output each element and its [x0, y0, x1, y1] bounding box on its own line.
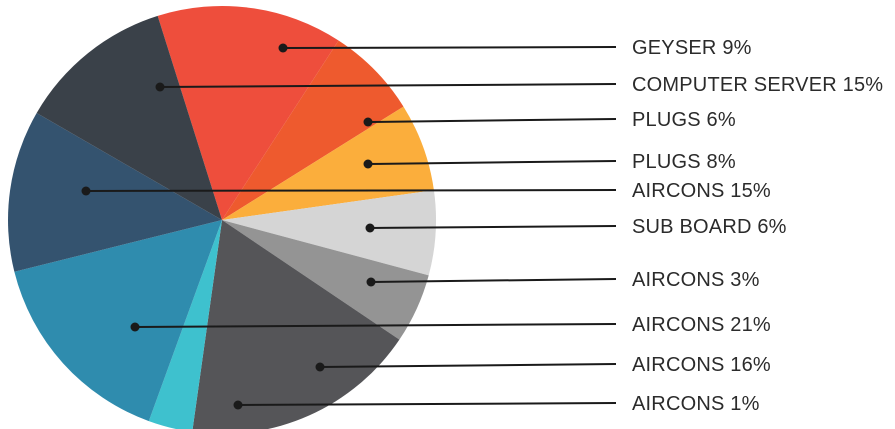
legend-label-aircons-15pct-4: AIRCONS 15% [632, 180, 771, 202]
pie-slice-aircons-15pct-8 [8, 113, 223, 272]
pie-slice-computer-server-15pct-9 [36, 15, 222, 221]
leader-line-0 [282, 46, 617, 49]
leader-dot-4 [366, 277, 376, 287]
legend-label-aircons-1pct-9: AIRCONS 1% [632, 393, 760, 415]
pie-slice-plugs-8pct-2 [222, 106, 434, 220]
legend-label-plugs-6pct-2: PLUGS 6% [632, 109, 736, 131]
pie-slices [8, 5, 437, 429]
legend-label-aircons-21pct-7: AIRCONS 21% [632, 314, 771, 336]
leader-line-4 [370, 278, 617, 283]
leader-line-3 [369, 225, 617, 229]
leader-line-5 [319, 363, 617, 368]
pie-slice-aircons-16pct-5 [192, 220, 400, 429]
legend-label-computer-server-15pct-1: COMPUTER SERVER 15% [632, 74, 883, 96]
leader-line-1 [367, 118, 617, 123]
pie-slice-aircons-1pct-6 [148, 220, 222, 429]
leader-line-2 [367, 160, 617, 165]
pie-slice-aircons-3pct-4 [222, 220, 429, 340]
leader-dot-8 [81, 186, 91, 196]
leader-dot-1 [363, 117, 373, 127]
pie-slice-sub-board-6pct-3 [222, 190, 437, 276]
leader-line-9 [159, 83, 617, 88]
legend-label-plugs-8pct-3: PLUGS 8% [632, 151, 736, 173]
leader-line-7 [134, 323, 617, 328]
leader-line-8 [85, 189, 617, 192]
pie-slice-geyser-9pct-0 [157, 5, 339, 220]
leader-lines [81, 43, 617, 410]
leader-dot-5 [315, 362, 325, 372]
leader-dot-7 [130, 322, 140, 332]
leader-dot-0 [278, 43, 288, 53]
leader-dot-2 [363, 159, 373, 169]
leader-dot-9 [155, 82, 165, 92]
legend-label-aircons-16pct-8: AIRCONS 16% [632, 354, 771, 376]
legend-label-geyser-9pct-0: GEYSER 9% [632, 37, 752, 59]
leader-dot-3 [365, 223, 375, 233]
pie-slice-aircons-21pct-7 [14, 220, 222, 422]
legend-labels: GEYSER 9% COMPUTER SERVER 15% PLUGS 6% PLUG… [632, 37, 883, 415]
legend-label-sub-board-6pct-5: SUB BOARD 6% [632, 216, 787, 238]
leader-dot-6 [233, 400, 243, 410]
legend-label-aircons-3pct-6: AIRCONS 3% [632, 269, 760, 291]
leader-line-6 [237, 402, 617, 406]
